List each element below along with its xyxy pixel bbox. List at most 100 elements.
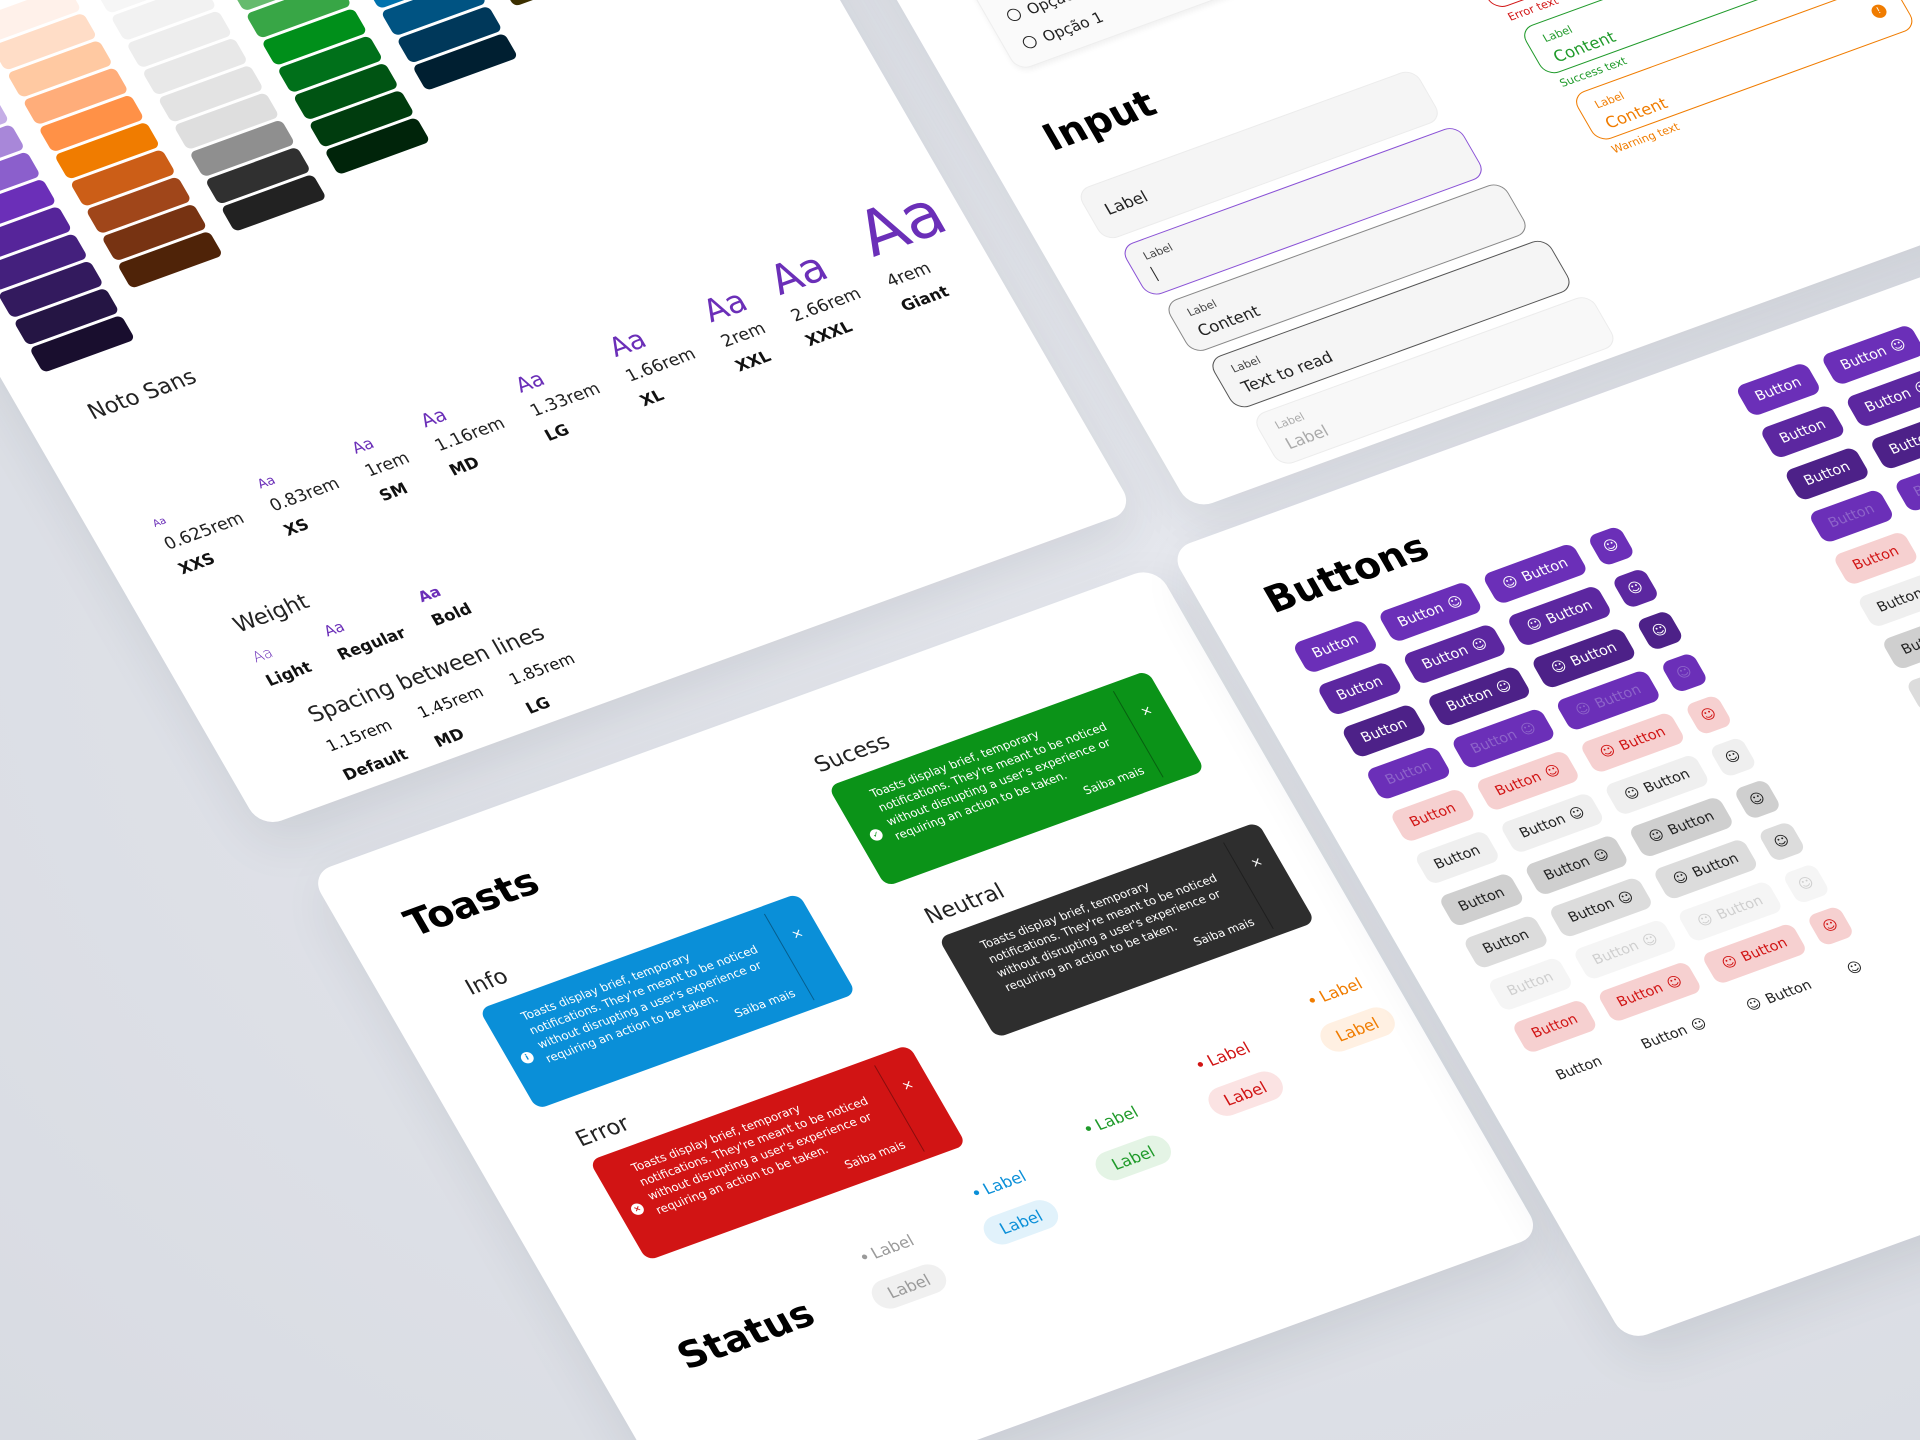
type-size-name: XS [280,514,313,540]
status-label: Label [979,1166,1030,1199]
close-icon[interactable]: × [1248,854,1266,872]
button-text[interactable]: Button [1758,403,1847,460]
weight-sample: Aa [414,582,445,606]
weight-label: Light [262,657,316,690]
button-text[interactable]: Button [1783,446,1871,502]
button-text[interactable]: Button [1734,361,1823,418]
smiley-icon: ☺ [1572,699,1595,719]
button-icon-only[interactable]: ☺ [1708,736,1758,778]
button-text[interactable]: Button [1291,618,1380,675]
type-sample: Aa [760,242,837,305]
button-label: Button [1543,597,1596,628]
type-scale-item: Aa 2.66rem XXXL [760,240,878,349]
weight-item: Aa Bold [414,576,476,630]
status-item: Label Label [1071,1099,1199,1223]
button-text[interactable]: Button [1462,914,1550,970]
toast-status-icon: × [628,1201,647,1217]
button-text[interactable]: Button [1364,745,1453,801]
smiley-icon: ☺ [1548,657,1571,677]
status-pill: Label [1314,1003,1401,1057]
type-scale-item: Aa 4rem Giant [844,178,984,315]
smiley-icon: ☺ [1746,789,1769,809]
type-sample: Aa [150,515,169,530]
button-icon-only[interactable]: ☺ [1635,609,1685,652]
toast-status-icon: ✓ [867,827,885,843]
button-text[interactable]: Button [1315,660,1404,717]
button-text[interactable]: Button [1856,572,1920,629]
button-text[interactable]: Button [1510,998,1599,1055]
button-label: Button [1479,926,1533,958]
status-dot-label: Label [1081,1103,1142,1138]
close-icon[interactable]: × [788,925,807,943]
smiley-icon: ☺ [1688,1015,1711,1035]
smiley-icon: ☺ [1670,868,1692,888]
status-pill: Label [977,1195,1065,1249]
smiley-icon: ☺ [1911,378,1920,398]
button-text[interactable]: Button [1340,703,1429,759]
button-icon-only[interactable]: ☺ [1757,820,1807,863]
status-title: Status [669,1291,823,1378]
button-label: Button [1762,977,1815,1008]
smiley-icon: ☺ [1597,742,1619,762]
button-icon-only[interactable]: ☺ [1781,863,1831,905]
type-size-name: XXL [731,346,775,376]
button-label: Button [1614,980,1667,1011]
type-size-name: MD [445,452,483,480]
smiley-icon: ☺ [1621,784,1644,804]
button-icon-only[interactable]: ☺ [1732,778,1783,821]
button-label: Button [1467,726,1521,758]
color-swatch[interactable] [499,0,607,7]
button-label: Button [1638,1022,1691,1053]
button-icon-only[interactable]: ☺ [1659,652,1709,694]
button-label: Button [1553,1053,1606,1084]
type-size-name: LG [541,420,573,445]
type-sample: Aa [254,473,279,493]
smiley-icon: ☺ [1887,336,1910,356]
smiley-icon: ☺ [1468,635,1491,655]
type-sample: Aa [603,324,653,364]
button-label: Button [1431,842,1484,873]
weight-item: Aa Regular [320,600,409,664]
button-text[interactable]: Button [1389,787,1477,844]
button-icon-only[interactable]: ☺ [1610,567,1661,610]
status-dot-label: Label [857,1231,918,1266]
spacing-label: Default [339,744,412,785]
status-dot-icon [972,1189,980,1196]
status-dot-label: Label [1305,974,1366,1009]
type-sample: Aa [511,366,549,398]
typography-family: Noto Sans [83,365,201,425]
toast-status-icon: i [518,1050,536,1066]
button-text[interactable]: Button [1832,530,1920,587]
button-text[interactable]: Button [1413,829,1502,886]
button-label: Button [1358,715,1411,746]
button-icon-only[interactable]: ☺ [1830,947,1879,989]
button-label: Button [1862,385,1915,416]
button-icon-only[interactable]: ☺ [1805,905,1856,947]
button-label: Button [1837,343,1890,374]
button-text[interactable]: Button [1535,1041,1623,1097]
button-text[interactable]: Button [1437,872,1526,928]
smiley-icon: ☺ [1743,995,1766,1015]
smiley-icon: ☺ [1663,973,1686,993]
smiley-icon: ☺ [1541,762,1564,782]
button-label: Button [1738,935,1791,966]
button-label: Button [1443,684,1496,715]
multi-options-list: Opção 1✓Opção 1✓Opção 1Opção 1Opção 1 [931,0,1394,72]
smiley-icon: ☺ [1615,888,1637,908]
status-label: Label [867,1231,918,1263]
smiley-icon: ☺ [1722,747,1744,767]
button-label: Button [1898,627,1920,658]
close-icon[interactable]: × [1137,703,1156,720]
smiley-icon: ☺ [1444,593,1467,613]
button-text[interactable]: Button [1807,488,1896,544]
button-icon-only[interactable]: ☺ [1586,525,1636,567]
button-icon-only[interactable]: ☺ [1684,694,1734,736]
radio-icon[interactable] [1020,34,1040,51]
type-size-name: SM [375,478,412,505]
radio-icon[interactable] [1004,6,1024,23]
type-scale-item: Aa 0.625rem XXS [151,493,261,578]
close-icon[interactable]: × [899,1077,917,1095]
button-label: Button [1394,600,1447,631]
button-text[interactable]: Button [1486,956,1575,1012]
